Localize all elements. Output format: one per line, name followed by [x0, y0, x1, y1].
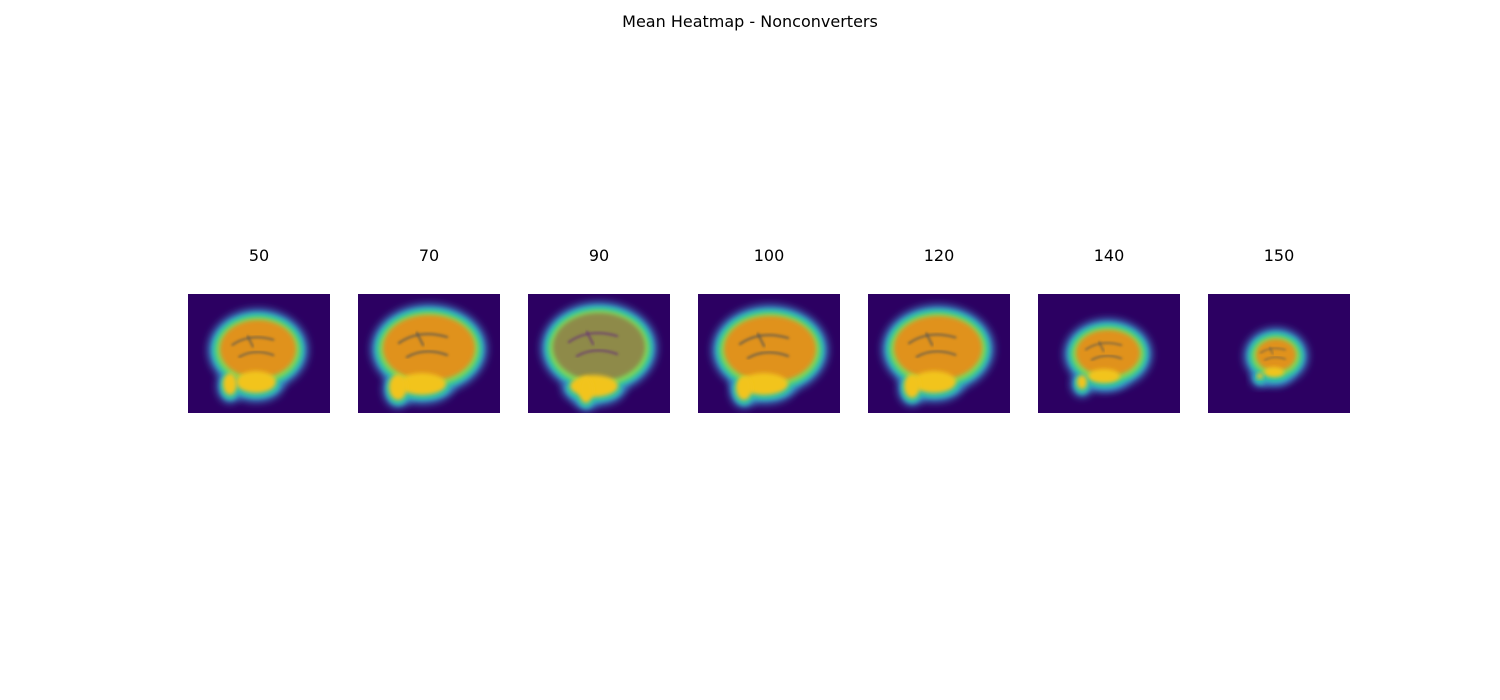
brain-slice	[541, 302, 657, 411]
slice-heatmap-150	[1208, 294, 1350, 413]
slice-label-90: 90	[588, 246, 610, 265]
brain-slice	[371, 304, 487, 408]
slice-label-50: 50	[248, 246, 270, 265]
brain-slice	[1064, 319, 1152, 397]
slice-heatmap-100	[698, 294, 840, 413]
slice-image-150	[1208, 294, 1350, 413]
slice-label-70: 70	[418, 246, 440, 265]
slice-heatmap-140	[1038, 294, 1180, 413]
slice-heatmap-50	[188, 294, 330, 413]
slice-label-150: 150	[1263, 246, 1295, 265]
slice-image-120	[868, 294, 1010, 413]
slice-label-140: 140	[1093, 246, 1125, 265]
slice-label-120: 120	[923, 246, 955, 265]
slice-label-100: 100	[753, 246, 785, 265]
brain-slice	[208, 309, 308, 403]
slice-heatmap-120	[868, 294, 1010, 413]
slice-image-90	[528, 294, 670, 413]
slice-heatmap-90	[528, 294, 670, 413]
slice-image-100	[698, 294, 840, 413]
figure-title: Mean Heatmap - Nonconverters	[622, 12, 878, 31]
brain-slice	[1244, 328, 1308, 387]
slice-heatmap-70	[358, 294, 500, 413]
slice-image-50	[188, 294, 330, 413]
brain-slice	[712, 305, 828, 408]
slice-image-70	[358, 294, 500, 413]
brain-slice	[882, 305, 994, 406]
slice-image-140	[1038, 294, 1180, 413]
